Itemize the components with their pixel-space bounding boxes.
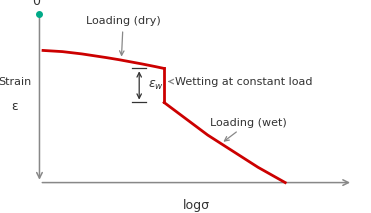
Text: Loading (dry): Loading (dry): [86, 16, 161, 55]
Text: logσ: logσ: [183, 199, 210, 212]
Text: Strain: Strain: [0, 78, 31, 88]
Text: ε: ε: [11, 100, 18, 113]
Text: Loading (wet): Loading (wet): [210, 118, 287, 141]
Text: 0: 0: [32, 0, 40, 8]
Text: $\varepsilon_w$: $\varepsilon_w$: [148, 79, 164, 92]
Text: Wetting at constant load: Wetting at constant load: [169, 78, 312, 88]
